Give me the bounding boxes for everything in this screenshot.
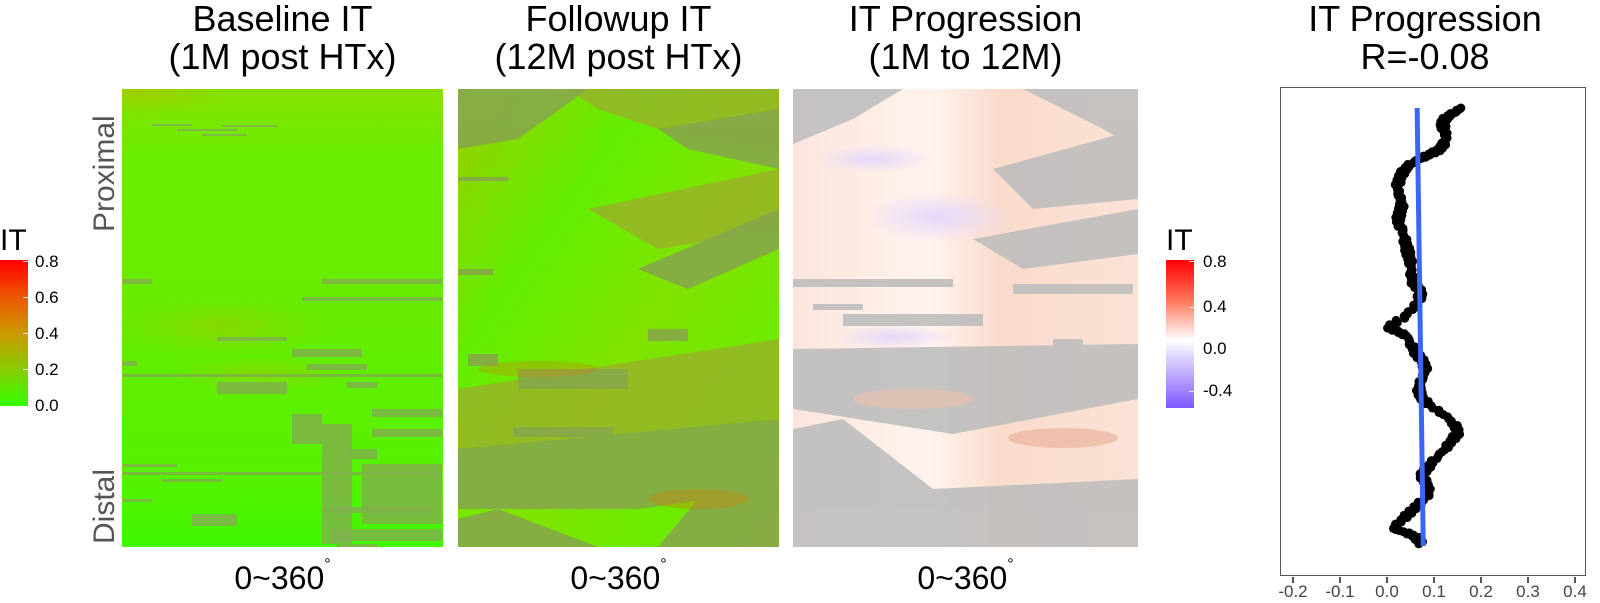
tick-mark bbox=[1189, 391, 1194, 392]
degree-symbol: ° bbox=[1007, 556, 1014, 573]
legend-tick-label: 0.0 bbox=[35, 396, 59, 415]
progression-title-line1: IT Progression bbox=[848, 0, 1083, 39]
xlabel-followup: 0~360° bbox=[458, 556, 779, 597]
degree-symbol: ° bbox=[324, 556, 331, 573]
legend-it-absolute: IT 0.8 0.6 0.4 0.2 0.0 bbox=[0, 224, 59, 415]
xlabel-text: 0~360 bbox=[234, 560, 325, 596]
tick-mark bbox=[1189, 349, 1194, 350]
scatter-plot-area bbox=[1280, 87, 1586, 576]
x-tick-label: -0.1 bbox=[1325, 582, 1355, 601]
tick-mark bbox=[1189, 261, 1194, 262]
x-tick-label: 0.2 bbox=[1469, 582, 1493, 601]
xlabel-text: 0~360 bbox=[570, 560, 661, 596]
legend-tick-label: 0.8 bbox=[35, 252, 59, 271]
legend-tick-label: 0.6 bbox=[35, 288, 59, 307]
xlabel-text: 0~360 bbox=[917, 560, 1008, 596]
followup-title-line1: Followup IT bbox=[525, 0, 712, 39]
y-label-proximal: Proximal bbox=[88, 115, 121, 232]
tick-mark bbox=[23, 333, 28, 334]
x-tick-mark bbox=[1433, 577, 1435, 583]
legend-tick-label: 0.8 bbox=[1203, 252, 1227, 271]
degree-symbol: ° bbox=[660, 556, 667, 573]
x-tick-label: 0.1 bbox=[1422, 582, 1446, 601]
legend-colorbar bbox=[1166, 260, 1194, 408]
heatmap-baseline bbox=[122, 89, 443, 547]
x-tick-label: 0.4 bbox=[1563, 582, 1587, 601]
progression-title-line2: (1M to 12M) bbox=[868, 36, 1063, 77]
baseline-title-line1: Baseline IT bbox=[192, 0, 373, 39]
followup-title-line2: (12M post HTx) bbox=[494, 36, 743, 77]
legend-tick-label: 0.4 bbox=[1203, 297, 1227, 316]
xlabel-baseline: 0~360° bbox=[121, 556, 444, 597]
y-label-distal: Distal bbox=[88, 468, 121, 544]
progression-title: IT Progression (1M to 12M) bbox=[793, 0, 1138, 76]
x-tick-label: 0.3 bbox=[1516, 582, 1540, 601]
xlabel-progression: 0~360° bbox=[793, 556, 1138, 597]
legend-tick-label: 0.0 bbox=[1203, 339, 1227, 358]
heatmap-followup bbox=[458, 89, 779, 547]
followup-title: Followup IT (12M post HTx) bbox=[458, 0, 779, 76]
x-tick-label: 0.0 bbox=[1375, 582, 1399, 601]
tick-mark bbox=[23, 261, 28, 262]
baseline-title: Baseline IT (1M post HTx) bbox=[121, 0, 444, 76]
scatter-points bbox=[1383, 103, 1466, 549]
x-tick-mark bbox=[1386, 577, 1388, 583]
legend-title: IT bbox=[0, 224, 27, 257]
legend-tick-label: 0.2 bbox=[35, 360, 59, 379]
tick-mark bbox=[23, 297, 28, 298]
x-tick-mark bbox=[1339, 577, 1341, 583]
tick-mark bbox=[23, 369, 28, 370]
legend-title: IT bbox=[1166, 224, 1193, 257]
tick-mark bbox=[1189, 307, 1194, 308]
scatter-title-line2: R=-0.08 bbox=[1360, 36, 1490, 77]
scatter-title: IT Progression R=-0.08 bbox=[1250, 0, 1600, 76]
x-tick-label: -0.2 bbox=[1278, 582, 1308, 601]
legend-tick-label: 0.4 bbox=[35, 324, 59, 343]
x-tick-mark bbox=[1480, 577, 1482, 583]
legend-tick-label: -0.4 bbox=[1203, 381, 1233, 400]
x-tick-mark bbox=[1527, 577, 1529, 583]
heatmap-progression bbox=[793, 89, 1138, 547]
x-tick-mark bbox=[1574, 577, 1576, 583]
legend-it-change: IT 0.8 0.4 0.0 -0.4 bbox=[1166, 224, 1232, 408]
x-tick-mark bbox=[1292, 577, 1294, 583]
scatter-title-line1: IT Progression bbox=[1308, 0, 1542, 39]
baseline-title-line2: (1M post HTx) bbox=[168, 36, 397, 77]
